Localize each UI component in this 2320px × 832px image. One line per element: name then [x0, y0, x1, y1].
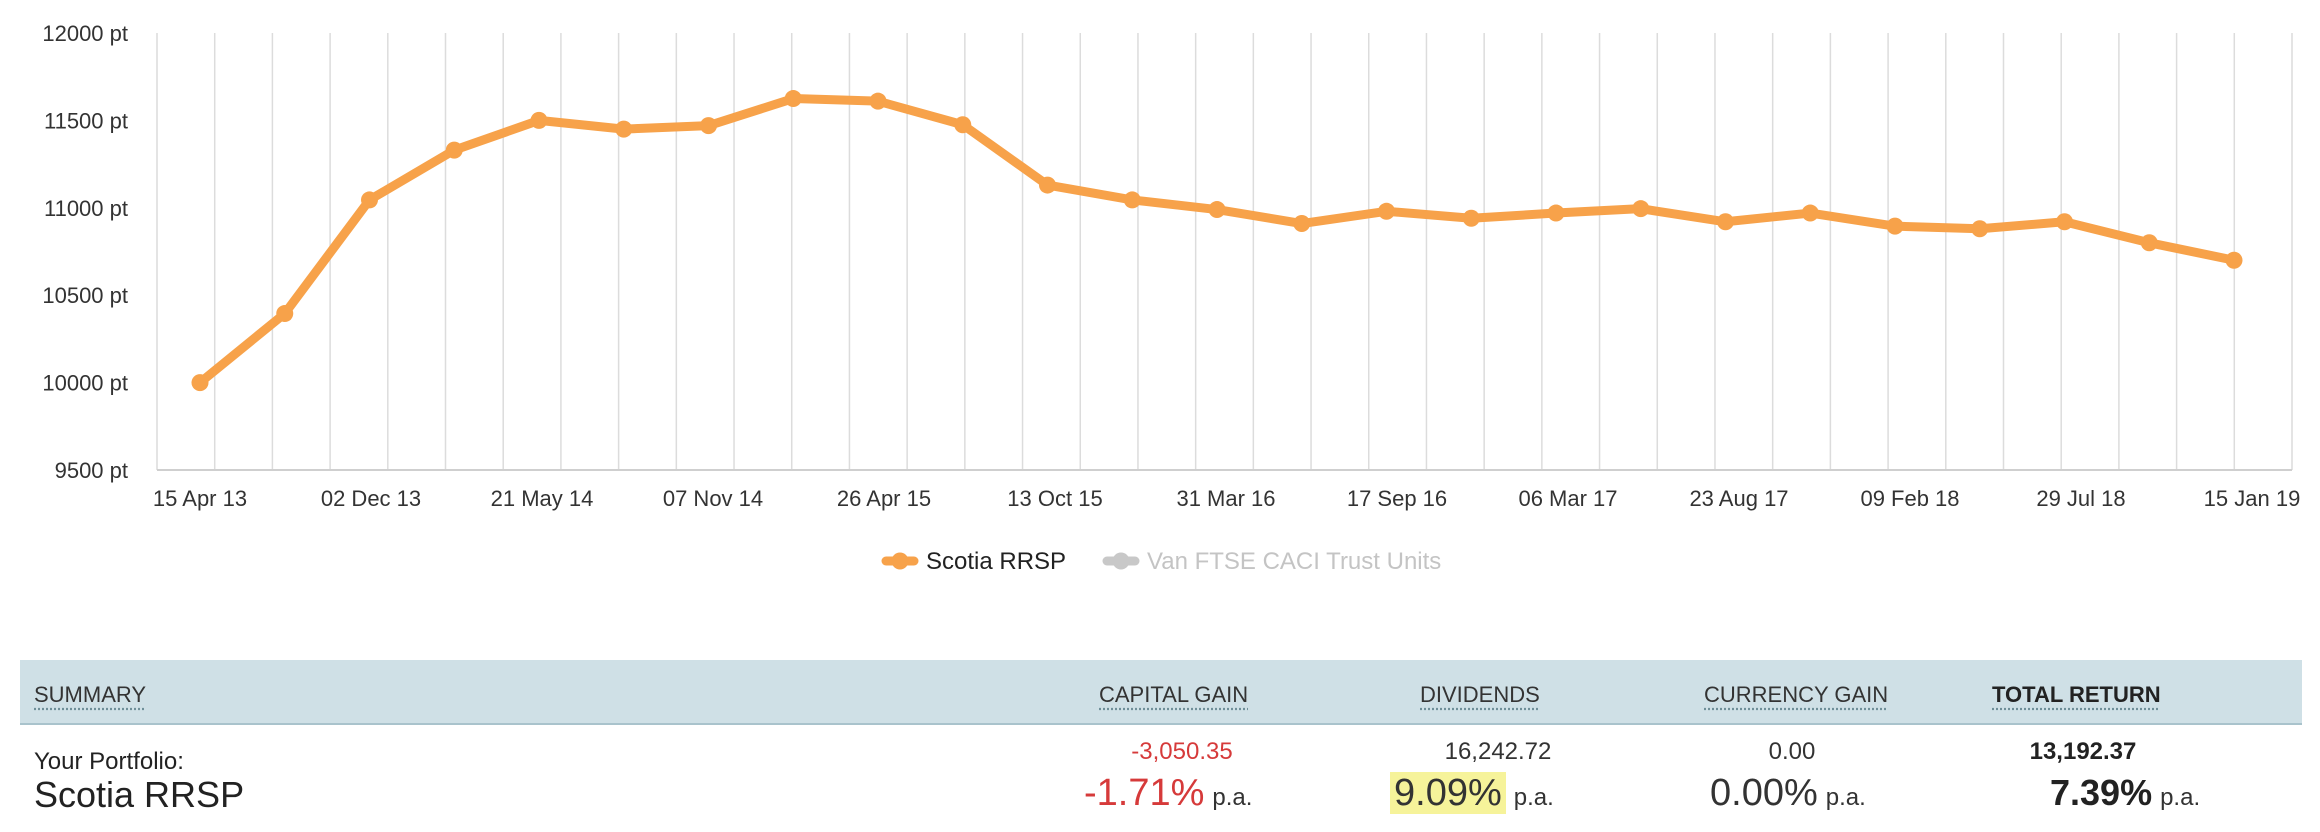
currency-gain-percent: 0.00%: [1710, 772, 1818, 814]
data-point: [1801, 204, 1819, 222]
data-point: [615, 120, 633, 138]
capital-gain-pa: p.a.: [1212, 784, 1253, 811]
x-tick-label: 06 Mar 17: [1518, 486, 1617, 511]
dividends-amount: 16,242.72: [1444, 738, 1552, 765]
y-tick-label: 10000 pt: [42, 371, 128, 396]
dividends-percent: 9.09%: [1390, 772, 1506, 814]
legend-marker-dot: [891, 552, 909, 570]
portfolio-label: Your Portfolio:: [34, 748, 184, 775]
x-tick-label: 07 Nov 14: [663, 486, 763, 511]
performance-chart: 9500 pt 10000 pt 10500 pt 11000 pt 11500 pt 1…: [42, 21, 2301, 575]
y-tick-label: 11000 pt: [44, 196, 128, 221]
data-point: [530, 111, 548, 129]
x-tick-label: 29 Jul 18: [2036, 486, 2125, 511]
legend-label-scotia-rrsp[interactable]: Scotia RRSP: [926, 548, 1066, 575]
total-return-percent-row: 7.39% p.a.: [2050, 772, 2200, 814]
data-point: [1293, 215, 1311, 233]
portfolio-name: Scotia RRSP: [34, 774, 245, 815]
data-point: [784, 90, 802, 108]
line-chart-svg: 9500 pt 10000 pt 10500 pt 11000 pt 11500 pt 1…: [42, 21, 2301, 575]
total-return-pa: p.a.: [2160, 784, 2201, 811]
currency-gain-amount: 0.00: [1768, 738, 1816, 765]
header-summary[interactable]: SUMMARY: [34, 682, 147, 707]
data-point: [1547, 204, 1565, 222]
summary-header-row: SUMMARY CAPITAL GAIN DIVIDENDS CURRENCY …: [20, 660, 2302, 725]
data-point: [191, 374, 209, 392]
dividends-percent-row: 9.09% p.a.: [1390, 772, 1554, 815]
capital-gain-percent-row: -1.71% p.a.: [1084, 772, 1252, 815]
y-tick-label: 11500 pt: [44, 108, 128, 133]
x-tick-label: 09 Feb 18: [1860, 486, 1959, 511]
data-point: [276, 305, 294, 323]
x-tick-label: 23 Aug 17: [1689, 486, 1788, 511]
series-line-scotia-rrsp: [195, 94, 2239, 388]
x-tick-label: 17 Sep 16: [1347, 486, 1447, 511]
summary-table: SUMMARY CAPITAL GAIN DIVIDENDS CURRENCY …: [20, 660, 2302, 832]
x-tick-label: 02 Dec 13: [321, 486, 421, 511]
total-return-amount: 13,192.37: [2029, 738, 2137, 765]
x-tick-label: 15 Apr 13: [153, 486, 247, 511]
x-tick-label: 13 Oct 15: [1007, 486, 1102, 511]
x-tick-label: 15 Jan 19: [2204, 486, 2301, 511]
data-point: [1378, 202, 1395, 220]
data-point: [445, 141, 463, 159]
data-point: [1632, 200, 1650, 218]
data-point: [1971, 220, 1989, 238]
data-point: [1208, 201, 1226, 219]
currency-gain-pa: p.a.: [1825, 784, 1866, 811]
data-point: [1886, 217, 1904, 235]
y-tick-label: 12000 pt: [42, 21, 128, 46]
data-point: [1717, 213, 1734, 231]
capital-gain-amount: -3,050.35: [1131, 738, 1233, 765]
dividends-pa: p.a.: [1513, 784, 1554, 811]
data-point: [361, 191, 378, 209]
data-point: [700, 117, 717, 135]
header-dividends[interactable]: DIVIDENDS: [1420, 682, 1540, 707]
data-point: [954, 116, 972, 134]
data-point: [2056, 213, 2073, 231]
data-point: [869, 92, 887, 110]
capital-gain-percent: -1.71%: [1084, 772, 1205, 814]
legend-label-van-ftse-caci[interactable]: Van FTSE CACI Trust Units: [1147, 548, 1441, 575]
header-capital-gain[interactable]: CAPITAL GAIN: [1099, 682, 1249, 707]
data-point: [2140, 234, 2158, 252]
data-point: [1039, 176, 1056, 194]
x-tick-label: 26 Apr 15: [837, 486, 931, 511]
header-total-return[interactable]: TOTAL RETURN: [1992, 682, 2161, 707]
legend-marker-dot-inactive: [1112, 552, 1130, 570]
header-currency-gain[interactable]: CURRENCY GAIN: [1704, 682, 1889, 707]
data-point: [1123, 191, 1141, 209]
x-tick-label: 31 Mar 16: [1176, 486, 1275, 511]
y-tick-label: 10500 pt: [42, 283, 128, 308]
currency-gain-percent-row: 0.00% p.a.: [1710, 772, 1866, 815]
data-point: [2225, 251, 2243, 269]
data-point: [1462, 209, 1480, 227]
total-return-percent: 7.39%: [2050, 772, 2153, 813]
y-tick-label: 9500 pt: [55, 458, 128, 483]
x-tick-label: 21 May 14: [491, 486, 594, 511]
